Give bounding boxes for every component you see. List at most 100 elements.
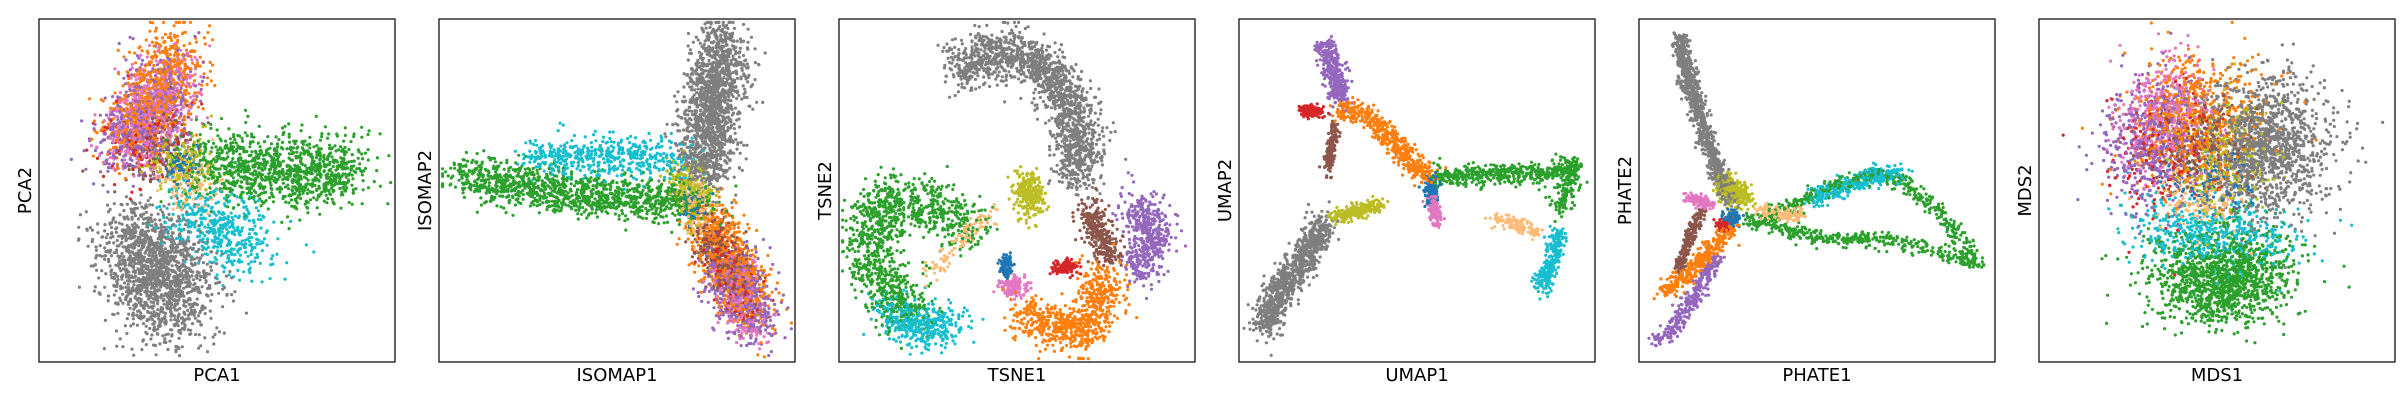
scatter-point-cyan	[214, 231, 218, 235]
scatter-point-green	[218, 137, 222, 141]
scatter-point-orange	[158, 93, 162, 97]
scatter-point-green	[324, 193, 328, 197]
scatter-point-gray	[205, 262, 209, 266]
scatter-point-green	[249, 191, 253, 195]
scatter-point-green	[334, 159, 339, 163]
scatter-point-gray	[193, 308, 197, 312]
scatter-point-gray	[163, 340, 167, 344]
scatter-point-green	[346, 178, 351, 182]
scatter-point-gray	[148, 203, 152, 207]
scatter-point-green	[360, 135, 364, 139]
scatter-point-red	[130, 190, 134, 194]
scatter-point-orange	[131, 106, 135, 110]
scatter-point-cyan	[204, 247, 208, 251]
scatter-point-gray	[120, 277, 124, 281]
scatter-point-peach	[192, 197, 196, 201]
scatter-point-gray	[139, 193, 143, 197]
scatter-point-orange	[192, 49, 196, 53]
scatter-point-green	[287, 140, 292, 144]
scatter-point-gray	[169, 217, 174, 221]
scatter-point-green	[343, 181, 347, 185]
scatter-point-gray	[111, 218, 115, 222]
scatter-point-gray	[203, 336, 207, 340]
scatter-point-cyan	[250, 279, 254, 283]
scatter-point-gray	[126, 217, 130, 221]
scatter-point-cyan	[276, 237, 280, 241]
scatter-point-orange	[131, 111, 135, 115]
scatter-point-cyan	[240, 226, 244, 230]
scatter-point-cyan	[180, 229, 184, 233]
scatter-point-red	[140, 163, 144, 167]
scatter-point-gray	[209, 316, 213, 320]
scatter-point-green	[327, 152, 331, 156]
scatter-point-cyan	[217, 233, 222, 237]
scatter-point-green	[357, 166, 361, 171]
scatter-point-green	[273, 158, 277, 162]
scatter-point-gray	[128, 297, 132, 301]
scatter-point-gray	[196, 319, 200, 323]
scatter-point-gray	[173, 314, 177, 318]
scatter-point-gray	[200, 253, 204, 257]
scatter-point-cyan	[233, 228, 238, 232]
scatter-point-gray	[203, 311, 207, 316]
scatter-point-gray	[112, 293, 116, 297]
scatter-point-orange	[155, 36, 159, 41]
scatter-point-green	[233, 138, 237, 142]
scatter-point-gray	[139, 292, 143, 297]
scatter-point-gray	[131, 201, 135, 205]
scatter-point-green	[312, 159, 316, 163]
scatter-point-olive	[204, 188, 208, 192]
scatter-point-cyan	[198, 234, 202, 238]
scatter-point-purple	[124, 144, 128, 148]
scatter-point-gray	[185, 291, 189, 295]
scatter-point-purple	[106, 150, 111, 154]
scatter-point-green	[248, 145, 252, 149]
scatter-point-gray	[150, 333, 154, 337]
scatter-point-brown	[148, 174, 152, 178]
scatter-point-gray	[131, 289, 135, 293]
scatter-point-green	[287, 227, 291, 231]
scatter-point-cyan	[199, 213, 203, 217]
scatter-point-green	[305, 166, 309, 170]
scatter-point-cyan	[179, 219, 183, 223]
scatter-point-orange	[155, 119, 159, 123]
scatter-point-green	[226, 155, 230, 159]
scatter-point-purple	[112, 122, 116, 126]
scatter-point-orange	[154, 26, 158, 30]
scatter-point-orange	[141, 75, 145, 79]
scatter-point-gray	[170, 333, 174, 337]
scatter-point-gray	[106, 249, 110, 253]
scatter-point-green	[227, 169, 232, 174]
scatter-point-gray	[85, 228, 89, 232]
scatter-point-orange	[180, 53, 185, 57]
scatter-point-cyan	[240, 199, 244, 203]
scatter-point-orange	[191, 61, 195, 65]
scatter-point-orange	[133, 51, 137, 55]
scatter-point-green	[234, 141, 238, 145]
scatter-point-gray	[195, 256, 199, 260]
scatter-point-cyan	[304, 243, 308, 247]
scatter-point-orange	[162, 79, 167, 83]
scatter-point-gray	[167, 212, 171, 216]
scatter-point-brown	[141, 177, 145, 181]
scatter-point-cyan	[283, 277, 287, 281]
scatter-point-green	[309, 198, 313, 202]
scatter-point-orange	[173, 72, 177, 76]
scatter-point-pink	[208, 44, 212, 48]
scatter-point-gray	[178, 232, 182, 236]
scatter-point-cyan	[210, 206, 214, 210]
scatter-point-gray	[114, 220, 118, 224]
scatter-point-gray	[233, 290, 237, 294]
scatter-point-orange	[143, 68, 147, 73]
scatter-point-gray	[140, 348, 144, 352]
scatter-point-purple	[128, 87, 132, 91]
scatter-point-pink	[176, 110, 180, 114]
scatter-point-gray	[146, 199, 150, 203]
scatter-point-purple	[140, 58, 144, 62]
scatter-point-gray	[209, 268, 213, 272]
scatter-point-cyan	[220, 238, 224, 242]
scatter-point-gray	[197, 247, 201, 251]
scatter-point-gray	[130, 215, 134, 219]
scatter-point-gray	[177, 346, 181, 350]
scatter-point-green	[375, 156, 379, 160]
